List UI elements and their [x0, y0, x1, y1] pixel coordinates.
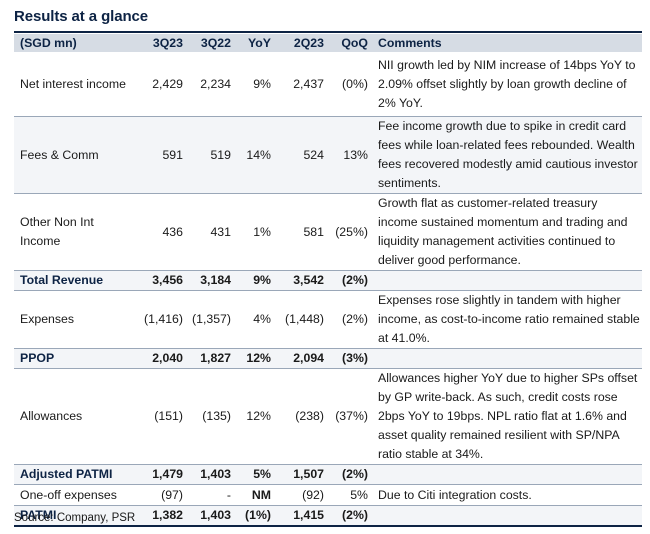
table-row: Expenses (1,416) (1,357) 4% (1,448) (2%)… — [14, 290, 642, 349]
col-header-2q23: 2Q23 — [275, 34, 328, 53]
cell-comment — [372, 505, 642, 527]
table-row: Adjusted PATMI 1,479 1,403 5% 1,507 (2%) — [14, 464, 642, 485]
table-row: Total Revenue 3,456 3,184 9% 3,542 (2%) — [14, 270, 642, 291]
row-label: One-off expenses — [14, 484, 132, 506]
cell-3q22: (1,357) — [187, 290, 235, 349]
cell-qoq: (2%) — [328, 270, 372, 291]
cell-yoy: (1%) — [235, 505, 275, 527]
table-row: One-off expenses (97) - NM (92) 5% Due t… — [14, 484, 642, 506]
cell-yoy: 5% — [235, 464, 275, 485]
cell-yoy: 12% — [235, 348, 275, 369]
cell-comment: Fee income growth due to spike in credit… — [372, 116, 642, 194]
cell-yoy: NM — [235, 484, 275, 506]
cell-yoy: 14% — [235, 116, 275, 194]
col-header-comments: Comments — [372, 34, 642, 53]
row-label: PPOP — [14, 348, 132, 369]
cell-3q22: 1,403 — [187, 505, 235, 527]
cell-2q23: (1,448) — [275, 290, 328, 349]
row-label: Net interest income — [14, 52, 132, 117]
cell-2q23: 2,094 — [275, 348, 328, 369]
cell-comment: NII growth led by NIM increase of 14bps … — [372, 52, 642, 117]
cell-comment: Growth flat as customer-related treasury… — [372, 193, 642, 271]
cell-comment — [372, 270, 642, 291]
cell-comment: Due to Citi integration costs. — [372, 484, 642, 506]
cell-comment: Expenses rose slightly in tandem with hi… — [372, 290, 642, 349]
cell-yoy: 1% — [235, 193, 275, 271]
cell-qoq: (37%) — [328, 368, 372, 465]
source-note: Source: Company, PSR — [14, 512, 136, 524]
col-header-unit: (SGD mn) — [14, 34, 132, 53]
table-row: Fees & Comm 591 519 14% 524 13% Fee inco… — [14, 116, 642, 194]
cell-qoq: (25%) — [328, 193, 372, 271]
row-label: Adjusted PATMI — [14, 464, 132, 485]
cell-comment — [372, 348, 642, 369]
cell-2q23: 524 — [275, 116, 328, 194]
row-label: Total Revenue — [14, 270, 132, 291]
cell-2q23: 1,507 — [275, 464, 328, 485]
cell-qoq: 5% — [328, 484, 372, 506]
cell-3q23: (97) — [132, 484, 187, 506]
cell-qoq: (2%) — [328, 464, 372, 485]
cell-qoq: (2%) — [328, 505, 372, 527]
cell-qoq: (3%) — [328, 348, 372, 369]
cell-3q23: (1,416) — [132, 290, 187, 349]
col-header-yoy: YoY — [235, 34, 275, 53]
cell-3q23: 591 — [132, 116, 187, 194]
cell-3q22: 519 — [187, 116, 235, 194]
cell-qoq: (2%) — [328, 290, 372, 349]
title-rule — [14, 31, 642, 33]
table-row: PATMI 1,382 1,403 (1%) 1,415 (2%) — [14, 505, 642, 527]
cell-3q22: 1,403 — [187, 464, 235, 485]
cell-3q23: 436 — [132, 193, 187, 271]
cell-3q23: 1,382 — [132, 505, 187, 527]
row-label: Other Non Int Income — [14, 193, 132, 271]
cell-comment — [372, 464, 642, 485]
cell-3q22: 3,184 — [187, 270, 235, 291]
table-row: Other Non Int Income 436 431 1% 581 (25%… — [14, 193, 642, 271]
cell-3q22: 1,827 — [187, 348, 235, 369]
page-title: Results at a glance — [14, 8, 148, 25]
cell-3q22: 2,234 — [187, 52, 235, 117]
cell-2q23: 581 — [275, 193, 328, 271]
cell-3q23: (151) — [132, 368, 187, 465]
cell-3q23: 2,429 — [132, 52, 187, 117]
row-label: Expenses — [14, 290, 132, 349]
cell-3q23: 2,040 — [132, 348, 187, 369]
header-row: (SGD mn) 3Q23 3Q22 YoY 2Q23 QoQ Comments — [14, 34, 642, 53]
cell-2q23: 2,437 — [275, 52, 328, 117]
col-header-3q22: 3Q22 — [187, 34, 235, 53]
results-table: (SGD mn) 3Q23 3Q22 YoY 2Q23 QoQ Comments… — [14, 34, 642, 527]
row-label: Fees & Comm — [14, 116, 132, 194]
row-label: PATMI — [14, 505, 132, 527]
cell-3q22: - — [187, 484, 235, 506]
row-label: Allowances — [14, 368, 132, 465]
cell-2q23: (92) — [275, 484, 328, 506]
cell-3q22: (135) — [187, 368, 235, 465]
cell-3q23: 1,479 — [132, 464, 187, 485]
cell-yoy: 9% — [235, 52, 275, 117]
cell-2q23: 1,415 — [275, 505, 328, 527]
col-header-3q23: 3Q23 — [132, 34, 187, 53]
cell-2q23: (238) — [275, 368, 328, 465]
cell-2q23: 3,542 — [275, 270, 328, 291]
cell-3q23: 3,456 — [132, 270, 187, 291]
cell-yoy: 4% — [235, 290, 275, 349]
table-row: Net interest income 2,429 2,234 9% 2,437… — [14, 52, 642, 117]
cell-3q22: 431 — [187, 193, 235, 271]
table-row: Allowances (151) (135) 12% (238) (37%) A… — [14, 368, 642, 465]
cell-qoq: 13% — [328, 116, 372, 194]
cell-qoq: (0%) — [328, 52, 372, 117]
table-row: PPOP 2,040 1,827 12% 2,094 (3%) — [14, 348, 642, 369]
cell-yoy: 12% — [235, 368, 275, 465]
cell-comment: Allowances higher YoY due to higher SPs … — [372, 368, 642, 465]
cell-yoy: 9% — [235, 270, 275, 291]
col-header-qoq: QoQ — [328, 34, 372, 53]
